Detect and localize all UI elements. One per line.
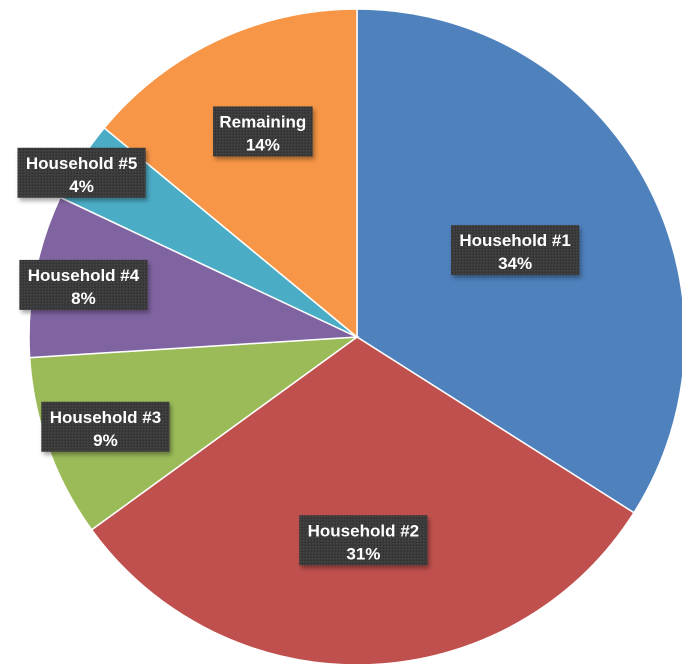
data-label-box xyxy=(450,225,580,276)
data-label-box xyxy=(19,259,148,310)
data-label-household-4: Household #4 8% xyxy=(19,259,148,310)
data-label-value: 4% xyxy=(69,177,94,196)
data-label-box xyxy=(41,401,170,452)
data-label-box xyxy=(213,106,313,157)
pie-slice-remaining xyxy=(103,8,358,339)
data-label-value: 34% xyxy=(498,254,532,273)
data-label-box xyxy=(299,515,428,566)
data-label-category: Household #3 xyxy=(50,408,161,427)
data-label-category: Household #5 xyxy=(26,154,137,173)
data-label-household-3: Household #3 9% xyxy=(41,401,170,452)
data-label-category: Household #1 xyxy=(459,231,570,250)
pie-slices xyxy=(28,8,682,666)
data-label-category: Remaining xyxy=(219,112,306,131)
data-label-household-1: Household #1 34% xyxy=(450,225,580,276)
data-label-value: 31% xyxy=(346,544,380,563)
data-label-box xyxy=(17,147,146,198)
data-label-value: 8% xyxy=(71,289,96,308)
data-label-household-5: Household #5 4% xyxy=(17,147,146,198)
data-label-value: 9% xyxy=(93,431,118,450)
data-label-value: 14% xyxy=(246,135,280,154)
data-label-household-2: Household #2 31% xyxy=(299,515,428,566)
pie-data-labels: Household #134%Household #231%Household … xyxy=(17,106,580,566)
data-label-remaining: Remaining 14% xyxy=(213,106,313,157)
data-label-category: Household #2 xyxy=(308,521,419,540)
data-label-category: Household #4 xyxy=(28,266,140,285)
